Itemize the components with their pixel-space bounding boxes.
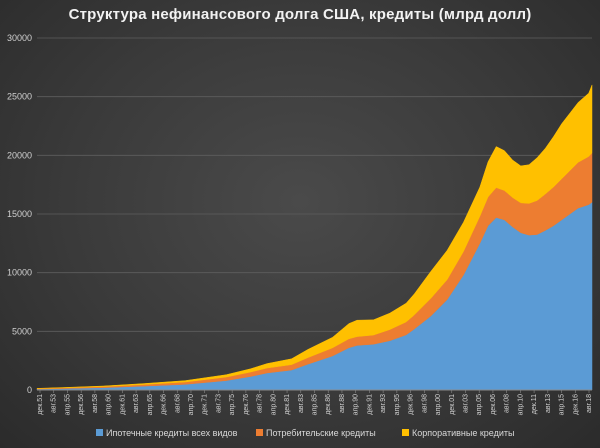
x-tick-label-24: дек.91 (366, 394, 373, 415)
y-tick-label-6: 30000 (7, 33, 32, 43)
x-tick-label-27: дек.96 (408, 394, 415, 415)
y-tick-label-1: 5000 (12, 326, 32, 336)
y-tick-label-3: 15000 (7, 209, 32, 219)
area-series-2 (36, 84, 593, 389)
x-tick-label-3: дек.56 (78, 394, 85, 415)
x-tick-label-11: апр.70 (188, 394, 195, 415)
x-tick-label-39: дек.16 (572, 394, 579, 415)
x-tick-label-32: апр.05 (476, 394, 483, 415)
x-tick-label-36: дек.11 (531, 394, 538, 414)
x-tick-label-15: дек.76 (243, 394, 250, 415)
y-tick-label-4: 20000 (7, 150, 32, 160)
x-tick-label-7: авг.63 (133, 394, 140, 413)
x-tick-label-13: авг.73 (215, 394, 222, 413)
x-tick-label-9: дек.66 (161, 394, 168, 415)
x-tick-label-19: авг.83 (298, 394, 305, 413)
x-tick-label-17: апр.80 (270, 394, 277, 415)
x-tick-label-37: авг.13 (545, 394, 552, 413)
legend-label-2: Корпоративные кредиты (412, 428, 514, 438)
legend-label-1: Потребительские кредиты (266, 428, 376, 438)
y-tick-label-2: 10000 (7, 268, 32, 278)
x-tick-label-12: дек.71 (202, 394, 209, 415)
x-tick-label-30: дек.01 (449, 394, 456, 415)
x-tick-label-29: апр.00 (435, 394, 442, 415)
x-tick-label-6: дек.61 (119, 394, 126, 415)
x-tick-label-25: авг.93 (380, 394, 387, 413)
y-tick-label-5: 25000 (7, 92, 32, 102)
x-tick-label-16: авг.78 (257, 394, 264, 413)
legend-swatch-2 (402, 429, 409, 436)
x-tick-label-4: авг.58 (92, 394, 99, 413)
x-tick-label-1: авг.53 (51, 394, 58, 413)
x-tick-label-18: дек.81 (284, 394, 291, 415)
x-tick-label-23: апр.90 (353, 394, 360, 415)
x-tick-label-26: апр.95 (394, 394, 401, 415)
y-tick-label-0: 0 (27, 385, 32, 395)
x-tick-label-38: апр.15 (559, 394, 566, 415)
x-tick-label-20: апр.85 (312, 394, 319, 415)
x-tick-label-34: авг.08 (504, 394, 511, 413)
x-tick-label-5: апр.60 (106, 394, 113, 415)
x-tick-label-10: авг.68 (174, 394, 181, 413)
legend-swatch-0 (96, 429, 103, 436)
x-tick-label-0: дек.51 (37, 394, 44, 415)
chart-title: Структура нефинансового долга США, креди… (68, 6, 532, 23)
legend-label-0: Ипотечные кредиты всех видов (106, 428, 238, 438)
x-tick-label-40: авг.18 (586, 394, 593, 413)
legend-swatch-1 (256, 429, 263, 436)
x-tick-label-22: авг.88 (339, 394, 346, 413)
x-tick-label-21: дек.86 (325, 394, 332, 415)
x-tick-label-31: авг.03 (462, 394, 469, 413)
x-tick-label-35: апр.10 (517, 394, 524, 415)
x-tick-label-8: апр.65 (147, 394, 154, 415)
x-tick-label-33: дек.06 (490, 394, 497, 415)
x-tick-label-2: апр.55 (64, 394, 71, 415)
x-tick-label-14: апр.75 (229, 394, 236, 415)
x-tick-label-28: авг.98 (421, 394, 428, 413)
